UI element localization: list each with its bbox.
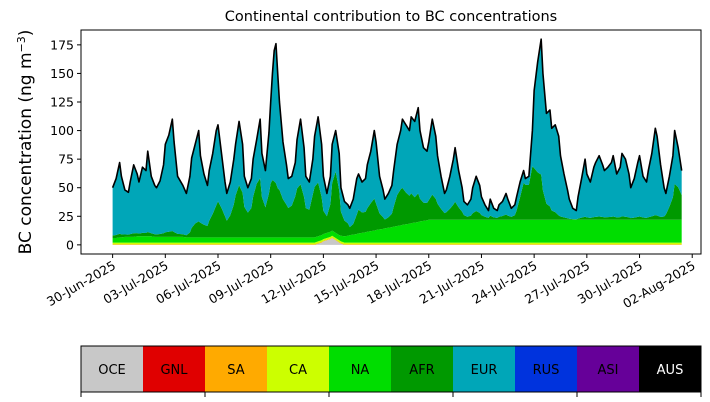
- legend-label-sa: SA: [227, 363, 244, 378]
- area-ca: [112, 235, 682, 245]
- legend-swatch-gnl: [143, 346, 206, 392]
- legend-label-eur: EUR: [471, 363, 498, 378]
- y-tick-label: 0: [66, 237, 74, 252]
- y-axis-label-text: BC concentration (ng m: [16, 52, 36, 254]
- total-line-group: [111, 38, 683, 212]
- area-na: [112, 219, 682, 243]
- y-tick-label: 175: [50, 37, 74, 52]
- total-concentration-line: [111, 38, 683, 212]
- area-eur: [112, 39, 682, 236]
- y-axis: 0 25 50 75 100 125 150 175: [50, 37, 81, 252]
- y-axis-label-exponent: −3: [15, 36, 28, 52]
- legend-label-ca: CA: [289, 363, 307, 378]
- legend-label-oce: OCE: [98, 363, 126, 378]
- y-tick-label: 75: [58, 152, 74, 167]
- area-layers: [112, 39, 682, 245]
- legend-swatch-eur: [453, 346, 516, 392]
- legend-swatch-ca: [267, 346, 330, 392]
- legend-label-asi: ASI: [598, 363, 619, 378]
- plot-frame: [80, 29, 702, 255]
- legend-swatch-na: [329, 346, 392, 392]
- y-tick-label: 25: [58, 209, 74, 224]
- legend-label-afr: AFR: [409, 363, 434, 378]
- legend: OCE GNL SA CA NA AFR EUR RUS ASI AUS: [80, 345, 702, 397]
- x-axis: 30-Jun-202503-Jul-202506-Jul-202509-Jul-…: [44, 254, 698, 311]
- y-axis-label-close: ): [16, 30, 36, 37]
- legend-label-aus: AUS: [657, 363, 684, 378]
- legend-frame: [80, 345, 702, 393]
- y-tick-label: 150: [50, 66, 74, 81]
- legend-label-na: NA: [351, 363, 370, 378]
- legend-swatch-oce: [81, 346, 144, 392]
- y-tick-label: 100: [50, 123, 74, 138]
- legend-label-rus: RUS: [533, 363, 560, 378]
- area-afr: [112, 166, 682, 238]
- y-tick-label: 125: [50, 95, 74, 110]
- y-axis-label: BC concentration (ng m−3): [15, 30, 37, 255]
- legend-label-gnl: GNL: [160, 363, 188, 378]
- legend-swatch-aus: [639, 346, 702, 392]
- y-tick-label: 50: [58, 180, 74, 195]
- legend-swatch-afr: [391, 346, 454, 392]
- legend-swatch-asi: [577, 346, 640, 392]
- legend-swatch-rus: [515, 346, 578, 392]
- legend-swatch-sa: [205, 346, 268, 392]
- chart-title: Continental contribution to BC concentra…: [225, 9, 557, 25]
